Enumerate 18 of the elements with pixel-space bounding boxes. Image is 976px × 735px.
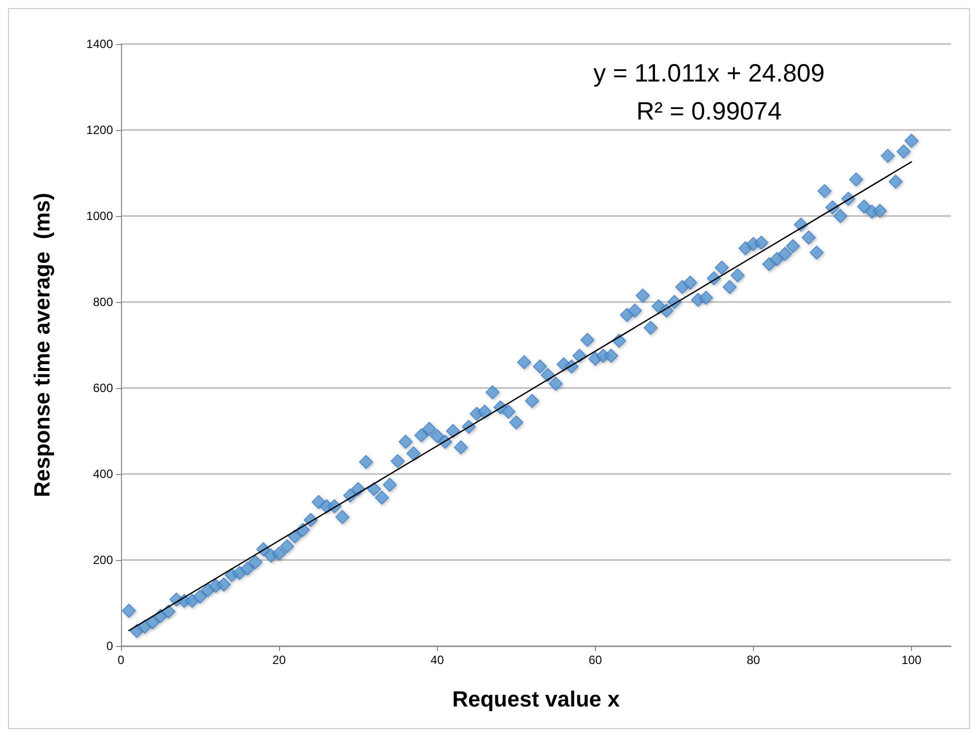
y-tick-label: 200 — [92, 553, 114, 567]
x-tick-label: 40 — [430, 653, 444, 667]
y-axis-title: Response time average (ms) — [30, 192, 54, 498]
y-tick-label: 0 — [106, 639, 114, 653]
x-tick-label: 60 — [588, 653, 602, 667]
annotation: R² = 0.99074 — [636, 98, 782, 126]
y-tick-label: 1400 — [86, 37, 114, 51]
x-tick-label: 20 — [272, 653, 286, 667]
x-tick-label: 100 — [901, 653, 922, 667]
y-tick-label: 1200 — [86, 123, 114, 137]
x-axis-title: Request value x — [452, 686, 621, 712]
y-tick-label: 600 — [92, 381, 114, 395]
y-tick-label: 400 — [92, 467, 114, 481]
y-tick-label: 800 — [92, 295, 114, 309]
x-tick-label: 80 — [746, 653, 760, 667]
x-tick-label: 0 — [118, 653, 125, 667]
y-tick-label: 1000 — [86, 209, 114, 223]
annotation: y = 11.011x + 24.809 — [593, 60, 825, 88]
